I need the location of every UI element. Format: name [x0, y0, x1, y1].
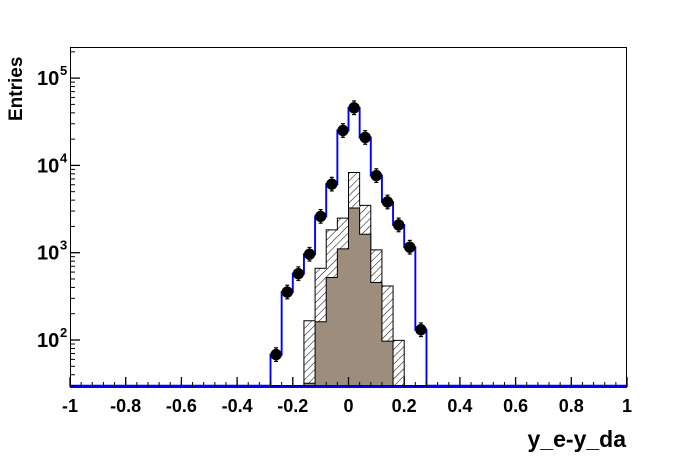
svg-text:-0.2: -0.2 — [277, 396, 308, 416]
svg-text:2: 2 — [60, 325, 67, 340]
svg-text:-0.6: -0.6 — [166, 396, 197, 416]
svg-text:10: 10 — [37, 243, 59, 265]
svg-text:y_e-y_da: y_e-y_da — [528, 426, 627, 452]
svg-text:5: 5 — [60, 63, 67, 78]
svg-text:3: 3 — [60, 238, 67, 253]
svg-text:-0.8: -0.8 — [110, 396, 141, 416]
svg-text:-0.4: -0.4 — [222, 396, 253, 416]
svg-text:Entries: Entries — [6, 57, 27, 121]
svg-text:1: 1 — [622, 396, 632, 416]
svg-text:10: 10 — [37, 68, 59, 90]
svg-text:0: 0 — [343, 396, 353, 416]
svg-text:10: 10 — [37, 330, 59, 352]
svg-text:0.6: 0.6 — [503, 396, 528, 416]
svg-text:0.4: 0.4 — [447, 396, 472, 416]
svg-text:-1: -1 — [62, 396, 78, 416]
svg-text:10: 10 — [37, 155, 59, 177]
svg-text:0.8: 0.8 — [559, 396, 584, 416]
svg-text:4: 4 — [60, 150, 68, 165]
svg-text:0.2: 0.2 — [392, 396, 417, 416]
